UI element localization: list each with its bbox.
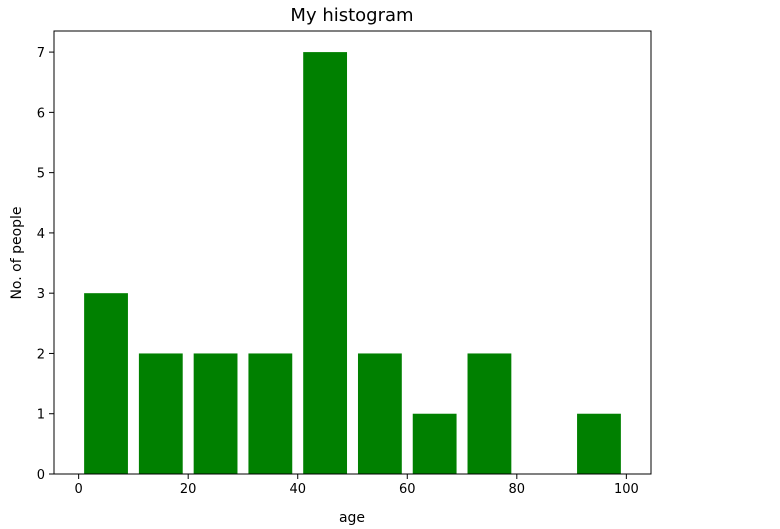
y-tick-label: 0 <box>37 468 45 483</box>
bars-group <box>84 52 621 474</box>
x-tick-label: 80 <box>509 482 526 497</box>
y-tick-label: 7 <box>37 46 45 61</box>
x-tick-label: 0 <box>75 482 83 497</box>
x-axis-ticks: 0 20 40 60 80 100 <box>75 474 639 497</box>
bar-9 <box>577 413 621 474</box>
bar-2 <box>193 353 238 474</box>
y-tick-label: 5 <box>37 167 45 182</box>
bar-1 <box>138 353 183 474</box>
y-tick-label: 3 <box>37 287 45 302</box>
bar-0 <box>84 293 128 474</box>
x-axis-label: age <box>339 510 365 526</box>
x-tick-label: 20 <box>180 482 197 497</box>
chart-title: My histogram <box>290 5 413 26</box>
y-axis-label: No. of people <box>9 206 25 299</box>
bar-6 <box>412 413 457 474</box>
bar-4 <box>303 52 348 474</box>
plot-frame <box>53 30 652 475</box>
y-tick-label: 1 <box>37 408 45 423</box>
bar-3 <box>248 353 293 474</box>
y-axis-ticks: 0 1 2 3 4 5 6 7 <box>37 46 54 483</box>
y-tick-label: 2 <box>37 347 45 362</box>
y-tick-label: 4 <box>37 227 45 242</box>
x-tick-label: 100 <box>614 482 639 497</box>
bar-7 <box>467 353 512 474</box>
y-tick-label: 6 <box>37 106 45 121</box>
bar-5 <box>357 353 402 474</box>
x-tick-label: 60 <box>399 482 416 497</box>
x-tick-label: 40 <box>289 482 306 497</box>
